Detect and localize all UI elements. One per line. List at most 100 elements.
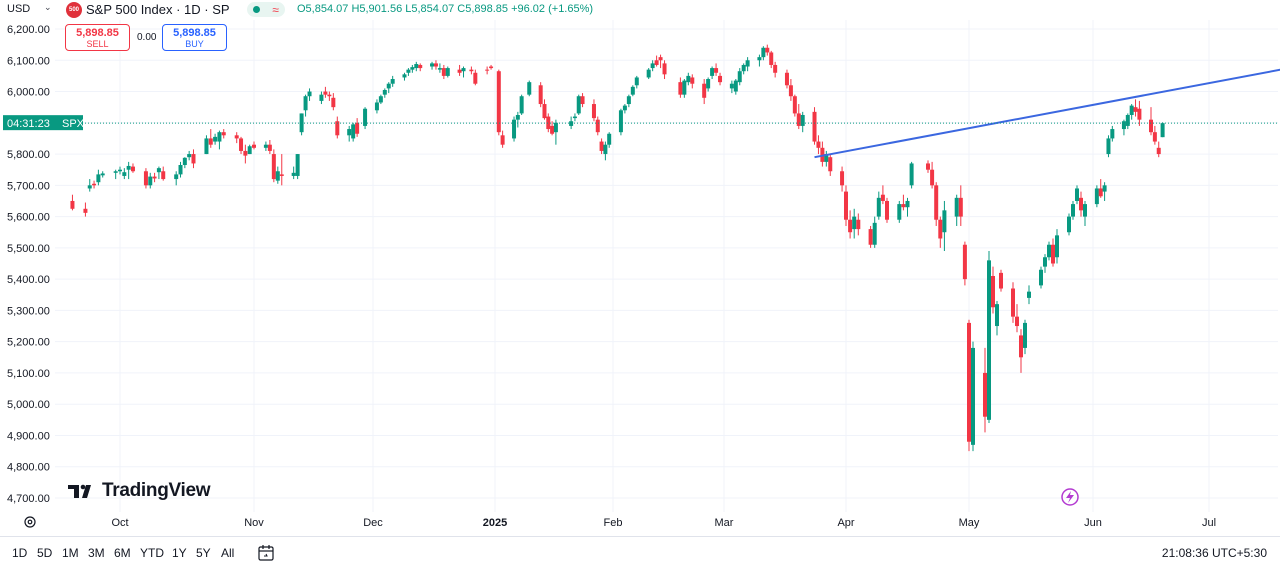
- candle-up: [630, 85, 635, 97]
- candle-down: [546, 113, 551, 133]
- candle-body: [500, 135, 505, 145]
- candle-up: [1039, 266, 1043, 289]
- y-tick-label: 5,500.00: [7, 243, 50, 255]
- x-tick-label: Apr: [837, 517, 854, 529]
- candle-down: [331, 93, 336, 111]
- candle-body: [430, 63, 435, 67]
- candle-body: [905, 200, 910, 208]
- candle-body: [848, 219, 853, 233]
- candle-body: [307, 91, 312, 97]
- candle-up: [96, 169, 101, 186]
- candle-up: [971, 341, 975, 452]
- candle-body: [519, 96, 524, 114]
- buy-button[interactable]: 5,898.85 BUY: [162, 24, 227, 51]
- clock-timezone[interactable]: 21:08:36 UTC+5:30: [1161, 546, 1267, 560]
- range-button-1m[interactable]: 1M: [62, 546, 79, 560]
- symbol-title[interactable]: S&P 500 Index · 1D · SP: [86, 2, 230, 17]
- candle-up: [706, 77, 711, 92]
- lightning-icon[interactable]: [1060, 487, 1080, 507]
- candle-up: [905, 197, 910, 217]
- open-value: O5,854.07: [297, 3, 349, 15]
- range-button-ytd[interactable]: YTD: [140, 546, 164, 560]
- currency-label[interactable]: USD: [7, 3, 31, 15]
- candle-body: [761, 47, 766, 58]
- candle-body: [469, 69, 474, 72]
- candle-up: [646, 68, 651, 80]
- candle-up: [217, 130, 222, 150]
- candle-body: [757, 57, 762, 61]
- candle-body: [473, 72, 478, 84]
- x-tick-label: Dec: [363, 517, 383, 529]
- candle-up: [363, 107, 368, 130]
- candle-body: [191, 154, 196, 164]
- candle-down: [816, 135, 821, 155]
- candle-body: [208, 138, 213, 145]
- y-tick-label: 5,100.00: [7, 368, 50, 380]
- range-button-6m[interactable]: 6M: [114, 546, 131, 560]
- settings-gear-icon[interactable]: [22, 514, 38, 530]
- candlestick-chart[interactable]: 6,200.006,100.006,000.005,900.005,800.00…: [0, 0, 1280, 536]
- candle-body: [406, 69, 411, 73]
- candle-down: [542, 99, 547, 120]
- market-status-badge[interactable]: ≈: [247, 2, 285, 17]
- candle-up: [1121, 119, 1126, 136]
- candle-body: [1121, 121, 1126, 130]
- trendline-layer[interactable]: [814, 38, 1280, 159]
- candle-body: [788, 85, 793, 97]
- candle-down: [130, 163, 135, 173]
- candle-body: [737, 71, 742, 83]
- candle-down: [844, 185, 848, 226]
- candle-body: [1106, 138, 1111, 155]
- range-button-1y[interactable]: 1Y: [172, 546, 187, 560]
- candle-up: [942, 200, 947, 251]
- candle-body: [938, 219, 943, 239]
- change-value: +96.02 (+1.65%): [511, 3, 594, 15]
- candle-body: [954, 197, 959, 217]
- date-range-icon[interactable]: [257, 544, 275, 562]
- candle-body: [461, 68, 466, 72]
- candle-body: [1098, 188, 1103, 197]
- range-button-5y[interactable]: 5Y: [196, 546, 211, 560]
- candle-up: [1110, 125, 1115, 142]
- sell-button[interactable]: 5,898.85 SELL: [65, 24, 130, 51]
- chevron-down-icon[interactable]: ⌄: [44, 2, 52, 12]
- candle-down: [812, 107, 817, 145]
- candle-body: [765, 47, 770, 53]
- candle-down: [1133, 99, 1138, 117]
- candle-body: [437, 68, 442, 70]
- tradingview-logo[interactable]: TradingView: [68, 480, 211, 502]
- candle-down: [926, 160, 930, 173]
- trendline[interactable]: [814, 38, 1280, 159]
- candle-body: [792, 96, 797, 114]
- candle-body: [852, 216, 857, 230]
- candle-body: [983, 372, 987, 417]
- candle-body: [550, 125, 555, 134]
- candle-body: [156, 168, 161, 173]
- candle-down: [83, 202, 88, 217]
- candle-body: [295, 154, 300, 176]
- range-button-5d[interactable]: 5D: [37, 546, 53, 560]
- candle-down: [441, 64, 446, 80]
- current-price-layer: 04:31:23 SPX: [3, 115, 1278, 131]
- candle-up: [682, 79, 687, 98]
- candle-body: [374, 102, 379, 111]
- range-button-all[interactable]: All: [221, 546, 235, 560]
- candle-body: [355, 122, 360, 134]
- candle-up: [182, 157, 187, 169]
- x-tick-label: Mar: [715, 517, 734, 529]
- range-button-1d[interactable]: 1D: [12, 546, 28, 560]
- candle-up: [729, 80, 734, 94]
- candle-up: [733, 79, 738, 95]
- candle-down: [773, 61, 778, 78]
- x-tick-label: Jul: [1202, 517, 1216, 529]
- candle-up: [1023, 319, 1027, 355]
- candle-body: [1083, 204, 1087, 217]
- candle-body: [382, 89, 387, 95]
- candle-down: [473, 69, 478, 86]
- range-button-3m[interactable]: 3M: [88, 546, 105, 560]
- candle-body: [410, 67, 415, 70]
- candle-body: [113, 171, 118, 173]
- candle-body: [1051, 244, 1055, 264]
- candle-down: [489, 64, 494, 70]
